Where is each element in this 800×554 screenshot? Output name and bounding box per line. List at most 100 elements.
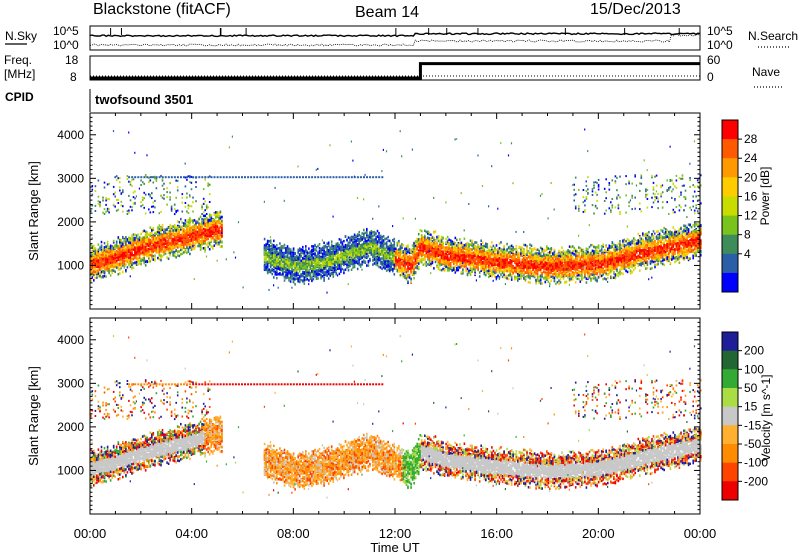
power-cell bbox=[352, 235, 354, 239]
power-cell bbox=[106, 243, 109, 246]
power-cell bbox=[286, 250, 289, 254]
power-cell bbox=[302, 266, 304, 270]
power-cell bbox=[108, 256, 110, 259]
power-cell bbox=[176, 189, 179, 192]
power-cell bbox=[402, 244, 405, 247]
power-cell bbox=[277, 253, 280, 256]
power-cell bbox=[143, 243, 145, 246]
power-cell bbox=[91, 204, 94, 207]
power-cell bbox=[207, 237, 209, 240]
power-cell bbox=[346, 238, 348, 242]
power-cell bbox=[373, 257, 376, 261]
power-cell bbox=[170, 245, 173, 248]
power-cell bbox=[327, 272, 330, 276]
power-cell bbox=[163, 236, 165, 239]
power-cell bbox=[184, 229, 187, 233]
power-cell bbox=[358, 244, 360, 248]
power-cell bbox=[201, 225, 203, 228]
power-cell bbox=[355, 235, 357, 238]
power-cell bbox=[347, 244, 350, 248]
power-cell bbox=[154, 259, 156, 262]
power-cell bbox=[279, 264, 281, 268]
power-cell bbox=[282, 253, 284, 256]
power-cell bbox=[311, 255, 313, 259]
power-cell bbox=[184, 222, 187, 225]
power-cell bbox=[298, 253, 301, 256]
power-cell bbox=[213, 225, 216, 229]
power-cell bbox=[161, 184, 164, 187]
power-cell bbox=[114, 176, 116, 179]
power-cell bbox=[387, 254, 389, 257]
power-cell bbox=[103, 251, 106, 254]
power-cell bbox=[112, 241, 115, 244]
power-cell bbox=[344, 235, 347, 238]
power-cell bbox=[286, 258, 289, 261]
power-cell bbox=[274, 270, 277, 274]
power-cell bbox=[337, 257, 339, 260]
power-cell bbox=[276, 276, 278, 280]
power-cell bbox=[340, 245, 342, 249]
power-cell bbox=[193, 245, 196, 249]
power-cell bbox=[169, 233, 171, 236]
power-cell bbox=[134, 249, 136, 253]
power-cell bbox=[202, 231, 205, 234]
power-cell bbox=[202, 228, 205, 231]
power-cell bbox=[311, 279, 313, 282]
power-cell bbox=[359, 239, 362, 243]
power-cell bbox=[189, 226, 191, 230]
power-cell bbox=[100, 253, 103, 256]
power-cell bbox=[140, 262, 142, 266]
power-cell bbox=[294, 260, 296, 264]
power-cell bbox=[96, 250, 98, 253]
power-cell bbox=[114, 191, 116, 194]
power-cell bbox=[123, 264, 126, 268]
power-cell bbox=[102, 262, 104, 265]
freq-label: Freq. bbox=[4, 53, 32, 67]
power-cell bbox=[170, 206, 173, 209]
power-cell bbox=[327, 242, 330, 246]
power-cell bbox=[143, 191, 145, 194]
power-cell bbox=[129, 237, 132, 240]
power-cell bbox=[326, 271, 328, 274]
power-cell bbox=[93, 250, 95, 253]
power-cell bbox=[219, 217, 222, 220]
power-cell bbox=[276, 253, 278, 257]
power-cell bbox=[285, 276, 287, 280]
power-cell bbox=[367, 247, 370, 250]
power-cell bbox=[381, 170, 383, 173]
power-cell bbox=[216, 225, 219, 228]
power-cell bbox=[297, 280, 299, 283]
power-cell bbox=[106, 250, 109, 254]
power-cell bbox=[115, 251, 118, 254]
power-cell bbox=[353, 246, 356, 250]
power-cell bbox=[286, 247, 289, 250]
power-cell bbox=[326, 259, 328, 262]
power-cell bbox=[103, 274, 106, 278]
power-cell bbox=[289, 277, 292, 280]
power-cell bbox=[129, 257, 132, 261]
power-cell bbox=[94, 267, 97, 270]
power-cell bbox=[363, 247, 365, 250]
power-cell bbox=[392, 268, 394, 271]
power-cell bbox=[382, 235, 385, 238]
power-cell bbox=[143, 206, 145, 209]
power-cell bbox=[123, 239, 126, 242]
power-cell bbox=[97, 259, 100, 262]
power-cell bbox=[204, 246, 206, 250]
power-cell bbox=[152, 181, 155, 184]
power-cell bbox=[149, 179, 152, 182]
power-cell bbox=[135, 263, 138, 266]
power-cell bbox=[172, 232, 174, 236]
power-cell bbox=[115, 246, 118, 249]
power-cell bbox=[326, 274, 328, 277]
power-cell bbox=[341, 262, 344, 265]
power-cell bbox=[382, 239, 385, 242]
power-cell bbox=[155, 177, 158, 180]
power-cell bbox=[178, 237, 181, 240]
power-cell bbox=[266, 264, 269, 268]
power-cell bbox=[308, 274, 310, 277]
power-cell bbox=[123, 249, 126, 252]
power-cell bbox=[280, 273, 283, 276]
power-cell bbox=[189, 205, 191, 208]
power-cell bbox=[356, 257, 359, 260]
